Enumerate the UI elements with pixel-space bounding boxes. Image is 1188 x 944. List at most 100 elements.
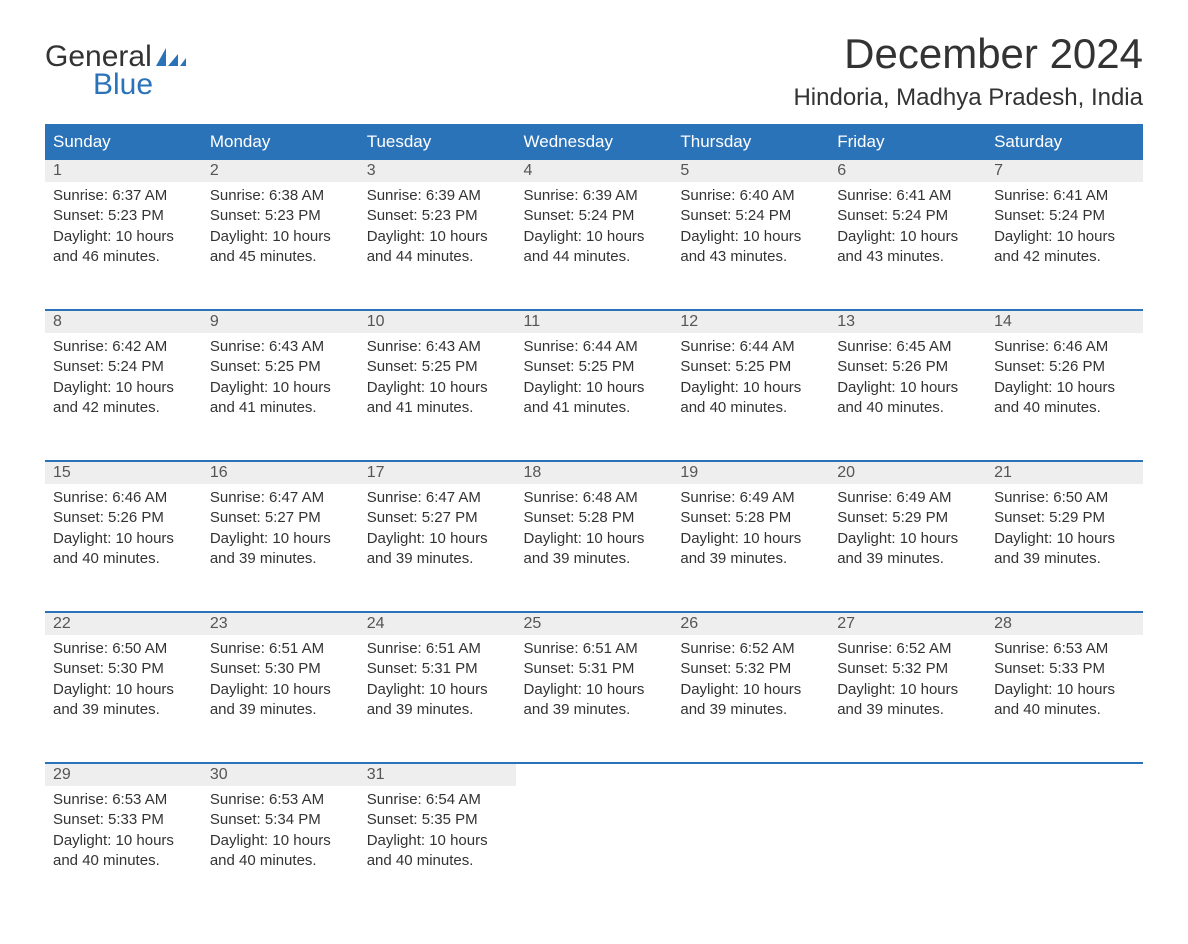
day-content-cell: Sunrise: 6:40 AMSunset: 5:24 PMDaylight:… [672,182,829,310]
sunset-text: Sunset: 5:27 PM [367,508,508,528]
day-content-cell: Sunrise: 6:44 AMSunset: 5:25 PMDaylight:… [516,333,673,461]
day-number-cell: 1 [45,159,202,182]
month-title: December 2024 [793,30,1143,78]
sunrise-text: Sunrise: 6:39 AM [524,186,665,206]
sunrise-text: Sunrise: 6:53 AM [994,639,1135,659]
day-number-cell: 9 [202,310,359,333]
sunrise-text: Sunrise: 6:50 AM [53,639,194,659]
sunset-text: Sunset: 5:35 PM [367,810,508,830]
sunrise-text: Sunrise: 6:46 AM [53,488,194,508]
day-number-cell: 5 [672,159,829,182]
day1-text: Daylight: 10 hours [994,529,1135,549]
day-content-cell: Sunrise: 6:54 AMSunset: 5:35 PMDaylight:… [359,786,516,914]
day-number-cell [516,763,673,786]
day-number-cell: 11 [516,310,673,333]
sunrise-text: Sunrise: 6:51 AM [367,639,508,659]
day-content-cell [516,786,673,914]
day2-text: and 39 minutes. [210,549,351,569]
content-row: Sunrise: 6:46 AMSunset: 5:26 PMDaylight:… [45,484,1143,612]
day-number-cell [829,763,986,786]
day-content-cell: Sunrise: 6:41 AMSunset: 5:24 PMDaylight:… [829,182,986,310]
day1-text: Daylight: 10 hours [210,227,351,247]
day2-text: and 39 minutes. [524,700,665,720]
sunset-text: Sunset: 5:26 PM [994,357,1135,377]
day1-text: Daylight: 10 hours [210,529,351,549]
day-content-cell: Sunrise: 6:51 AMSunset: 5:31 PMDaylight:… [359,635,516,763]
sunrise-text: Sunrise: 6:47 AM [367,488,508,508]
day-content-cell: Sunrise: 6:42 AMSunset: 5:24 PMDaylight:… [45,333,202,461]
sunrise-text: Sunrise: 6:41 AM [994,186,1135,206]
sunset-text: Sunset: 5:23 PM [210,206,351,226]
day1-text: Daylight: 10 hours [53,680,194,700]
sunset-text: Sunset: 5:24 PM [837,206,978,226]
day1-text: Daylight: 10 hours [367,680,508,700]
day-content-cell: Sunrise: 6:50 AMSunset: 5:29 PMDaylight:… [986,484,1143,612]
day2-text: and 40 minutes. [53,549,194,569]
day1-text: Daylight: 10 hours [524,378,665,398]
day1-text: Daylight: 10 hours [680,529,821,549]
sunset-text: Sunset: 5:24 PM [524,206,665,226]
location: Hindoria, Madhya Pradesh, India [793,84,1143,112]
daynum-row: 22232425262728 [45,612,1143,635]
day-content-cell: Sunrise: 6:49 AMSunset: 5:28 PMDaylight:… [672,484,829,612]
sunset-text: Sunset: 5:23 PM [53,206,194,226]
day2-text: and 44 minutes. [524,247,665,267]
day-content-cell [672,786,829,914]
sunrise-text: Sunrise: 6:38 AM [210,186,351,206]
day2-text: and 39 minutes. [367,549,508,569]
day-number-cell [986,763,1143,786]
day2-text: and 42 minutes. [53,398,194,418]
day2-text: and 40 minutes. [53,851,194,871]
logo-flag-icon [156,48,186,66]
col-friday: Friday [829,125,986,159]
day2-text: and 40 minutes. [210,851,351,871]
sunset-text: Sunset: 5:25 PM [367,357,508,377]
day-content-cell: Sunrise: 6:53 AMSunset: 5:33 PMDaylight:… [986,635,1143,763]
daynum-row: 891011121314 [45,310,1143,333]
day2-text: and 41 minutes. [524,398,665,418]
day2-text: and 45 minutes. [210,247,351,267]
sunset-text: Sunset: 5:30 PM [210,659,351,679]
day2-text: and 43 minutes. [837,247,978,267]
day-content-cell: Sunrise: 6:37 AMSunset: 5:23 PMDaylight:… [45,182,202,310]
sunrise-text: Sunrise: 6:41 AM [837,186,978,206]
day-number-cell: 29 [45,763,202,786]
calendar-table: Sunday Monday Tuesday Wednesday Thursday… [45,124,1143,914]
daynum-row: 293031 [45,763,1143,786]
day-number-cell: 24 [359,612,516,635]
sunrise-text: Sunrise: 6:37 AM [53,186,194,206]
day1-text: Daylight: 10 hours [994,227,1135,247]
col-monday: Monday [202,125,359,159]
day-number-cell: 16 [202,461,359,484]
day-content-cell: Sunrise: 6:39 AMSunset: 5:24 PMDaylight:… [516,182,673,310]
day1-text: Daylight: 10 hours [210,831,351,851]
col-thursday: Thursday [672,125,829,159]
day2-text: and 41 minutes. [367,398,508,418]
day-content-cell [829,786,986,914]
sunrise-text: Sunrise: 6:53 AM [53,790,194,810]
day-content-cell: Sunrise: 6:53 AMSunset: 5:33 PMDaylight:… [45,786,202,914]
sunset-text: Sunset: 5:24 PM [994,206,1135,226]
day-number-cell: 17 [359,461,516,484]
day-content-cell: Sunrise: 6:49 AMSunset: 5:29 PMDaylight:… [829,484,986,612]
sunrise-text: Sunrise: 6:43 AM [210,337,351,357]
col-wednesday: Wednesday [516,125,673,159]
day1-text: Daylight: 10 hours [367,227,508,247]
day-number-cell: 4 [516,159,673,182]
sunrise-text: Sunrise: 6:49 AM [837,488,978,508]
sunset-text: Sunset: 5:25 PM [524,357,665,377]
day1-text: Daylight: 10 hours [680,227,821,247]
day-number-cell: 7 [986,159,1143,182]
sunset-text: Sunset: 5:28 PM [524,508,665,528]
day1-text: Daylight: 10 hours [367,529,508,549]
day1-text: Daylight: 10 hours [53,378,194,398]
day-number-cell: 15 [45,461,202,484]
day-number-cell: 8 [45,310,202,333]
day-number-cell: 26 [672,612,829,635]
day-content-cell: Sunrise: 6:48 AMSunset: 5:28 PMDaylight:… [516,484,673,612]
sunset-text: Sunset: 5:28 PM [680,508,821,528]
sunrise-text: Sunrise: 6:52 AM [837,639,978,659]
day2-text: and 46 minutes. [53,247,194,267]
sunset-text: Sunset: 5:24 PM [680,206,821,226]
day-content-cell: Sunrise: 6:44 AMSunset: 5:25 PMDaylight:… [672,333,829,461]
